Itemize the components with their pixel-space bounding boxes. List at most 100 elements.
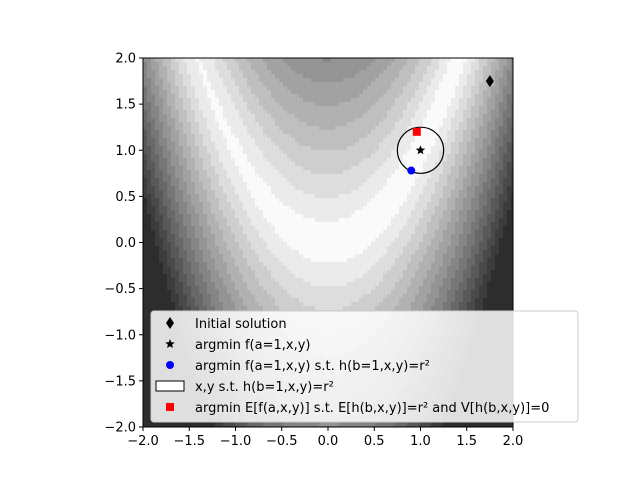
contour-cell	[143, 218, 148, 223]
contour-cell	[311, 210, 316, 215]
contour-cell	[271, 74, 276, 79]
contour-cell	[243, 138, 248, 143]
contour-cell	[279, 142, 284, 147]
contour-cell	[315, 186, 320, 191]
contour-cell	[223, 266, 228, 271]
contour-cell	[187, 290, 192, 295]
contour-cell	[243, 214, 248, 219]
contour-cell	[323, 70, 328, 75]
contour-cell	[179, 238, 184, 243]
contour-cell	[251, 150, 256, 155]
contour-cell	[327, 186, 332, 191]
contour-cell	[267, 58, 272, 63]
contour-cell	[283, 274, 288, 279]
contour-cell	[311, 146, 316, 151]
contour-cell	[271, 266, 276, 271]
contour-cell	[319, 170, 324, 175]
contour-cell	[299, 210, 304, 215]
contour-cell	[335, 162, 340, 167]
contour-cell	[311, 58, 316, 63]
contour-cell	[171, 70, 176, 75]
contour-cell	[347, 114, 352, 119]
contour-cell	[151, 218, 156, 223]
contour-cell	[215, 422, 220, 427]
contour-cell	[271, 58, 276, 63]
contour-cell	[307, 194, 312, 199]
contour-cell	[159, 114, 164, 119]
contour-cell	[235, 162, 240, 167]
contour-cell	[323, 306, 328, 311]
contour-cell	[167, 86, 172, 91]
contour-cell	[243, 266, 248, 271]
contour-cell	[187, 154, 192, 159]
contour-cell	[143, 334, 148, 339]
contour-cell	[195, 250, 200, 255]
contour-cell	[195, 86, 200, 91]
contour-cell	[279, 166, 284, 171]
contour-cell	[239, 226, 244, 231]
contour-cell	[151, 238, 156, 243]
contour-cell	[263, 218, 268, 223]
contour-cell	[219, 70, 224, 75]
contour-cell	[235, 230, 240, 235]
contour-cell	[223, 166, 228, 171]
contour-cell	[259, 90, 264, 95]
contour-cell	[167, 278, 172, 283]
contour-cell	[303, 150, 308, 155]
contour-cell	[167, 290, 172, 295]
contour-cell	[327, 274, 332, 279]
contour-cell	[319, 174, 324, 179]
contour-cell	[327, 126, 332, 131]
contour-cell	[351, 114, 356, 119]
contour-cell	[323, 174, 328, 179]
contour-cell	[351, 214, 356, 219]
contour-cell	[251, 170, 256, 175]
contour-cell	[355, 66, 360, 71]
contour-cell	[207, 254, 212, 259]
contour-cell	[319, 262, 324, 267]
contour-cell	[207, 126, 212, 131]
contour-cell	[147, 362, 152, 367]
contour-cell	[147, 262, 152, 267]
contour-cell	[319, 142, 324, 147]
contour-cell	[239, 242, 244, 247]
contour-cell	[343, 238, 348, 243]
contour-cell	[351, 190, 356, 195]
contour-cell	[307, 158, 312, 163]
contour-cell	[163, 422, 168, 427]
contour-cell	[283, 290, 288, 295]
contour-cell	[251, 302, 256, 307]
contour-cell	[239, 266, 244, 271]
contour-cell	[327, 66, 332, 71]
contour-cell	[155, 142, 160, 147]
contour-cell	[219, 190, 224, 195]
contour-cell	[151, 86, 156, 91]
contour-cell	[171, 198, 176, 203]
contour-cell	[251, 238, 256, 243]
contour-cell	[143, 162, 148, 167]
contour-cell	[143, 226, 148, 231]
contour-cell	[339, 258, 344, 263]
contour-cell	[323, 218, 328, 223]
contour-cell	[239, 118, 244, 123]
contour-cell	[343, 138, 348, 143]
contour-cell	[187, 102, 192, 107]
contour-cell	[299, 242, 304, 247]
contour-cell	[295, 162, 300, 167]
contour-cell	[347, 238, 352, 243]
contour-cell	[327, 110, 332, 115]
contour-cell	[315, 78, 320, 83]
contour-cell	[207, 190, 212, 195]
contour-cell	[175, 178, 180, 183]
contour-cell	[279, 174, 284, 179]
contour-cell	[271, 166, 276, 171]
contour-cell	[175, 230, 180, 235]
contour-cell	[271, 138, 276, 143]
contour-cell	[215, 166, 220, 171]
contour-cell	[203, 230, 208, 235]
contour-cell	[311, 138, 316, 143]
contour-cell	[263, 114, 268, 119]
contour-cell	[311, 102, 316, 107]
contour-cell	[219, 250, 224, 255]
contour-cell	[219, 154, 224, 159]
